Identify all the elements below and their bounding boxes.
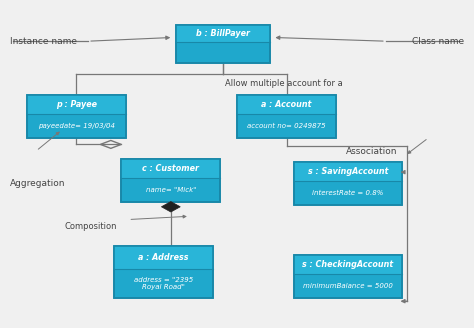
Text: c : Customer: c : Customer — [142, 164, 200, 173]
Text: payeedate= 19/03/04: payeedate= 19/03/04 — [38, 123, 115, 129]
Text: account no= 0249875: account no= 0249875 — [247, 123, 326, 129]
Text: Instance name: Instance name — [10, 37, 77, 46]
Text: Association: Association — [346, 147, 397, 156]
Text: s : SavingAccount: s : SavingAccount — [308, 167, 388, 176]
Bar — [114, 246, 213, 298]
Text: b : BillPayer: b : BillPayer — [196, 29, 250, 38]
Text: interestRate = 0.8%: interestRate = 0.8% — [312, 190, 384, 196]
Text: address = "2395
Royal Road": address = "2395 Royal Road" — [134, 277, 193, 290]
Bar — [175, 25, 270, 63]
Bar — [114, 246, 213, 269]
Text: p : Payee: p : Payee — [56, 100, 97, 109]
Bar — [237, 95, 336, 114]
Bar — [294, 256, 402, 298]
Text: minimumBalance = 5000: minimumBalance = 5000 — [303, 283, 393, 289]
Bar — [121, 159, 220, 202]
Text: Composition: Composition — [64, 222, 117, 231]
Bar — [294, 162, 402, 205]
Text: Class name: Class name — [412, 37, 464, 46]
Bar — [175, 25, 270, 63]
Bar — [294, 162, 402, 205]
Bar — [237, 95, 336, 138]
Bar — [27, 95, 126, 114]
Bar — [27, 95, 126, 138]
Text: name= "Mick": name= "Mick" — [146, 187, 196, 193]
Bar — [294, 162, 402, 181]
Bar — [175, 25, 270, 42]
Polygon shape — [161, 202, 180, 212]
Bar — [237, 95, 336, 138]
Bar — [121, 159, 220, 202]
Bar — [121, 159, 220, 178]
Text: a : Address: a : Address — [138, 253, 189, 262]
Text: a : Account: a : Account — [261, 100, 312, 109]
Text: Allow multiple account for a: Allow multiple account for a — [225, 79, 343, 88]
Text: Aggregation: Aggregation — [10, 179, 65, 188]
Bar — [294, 256, 402, 298]
Bar — [114, 246, 213, 298]
Bar — [27, 95, 126, 138]
Text: s : CheckingAccount: s : CheckingAccount — [302, 260, 394, 269]
Bar — [294, 256, 402, 274]
